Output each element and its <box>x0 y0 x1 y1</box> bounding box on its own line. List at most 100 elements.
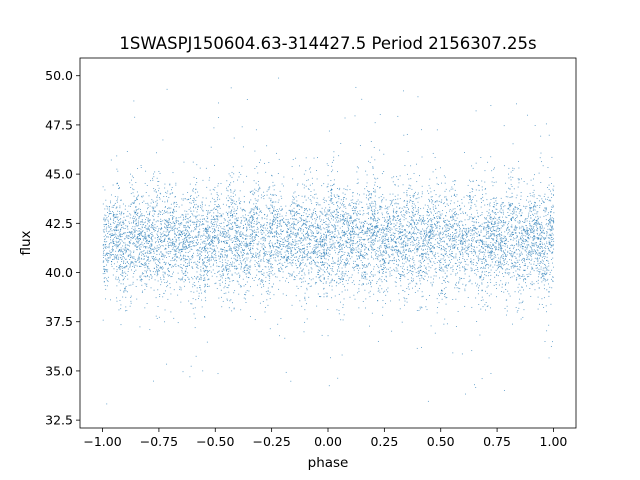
data-point <box>315 262 317 264</box>
data-point <box>503 243 505 244</box>
data-point <box>430 233 432 235</box>
data-point <box>271 286 273 288</box>
data-point <box>262 274 264 275</box>
data-point <box>339 281 341 283</box>
data-point <box>311 233 313 235</box>
data-point <box>515 226 517 228</box>
data-point <box>290 249 292 251</box>
data-point <box>295 244 297 246</box>
data-point <box>269 236 271 238</box>
data-point <box>373 268 375 270</box>
data-point <box>263 191 265 193</box>
data-point <box>133 272 135 274</box>
data-point <box>518 182 520 184</box>
data-point <box>106 252 108 254</box>
data-point <box>265 276 267 278</box>
data-point <box>358 213 360 214</box>
data-point <box>491 233 493 235</box>
data-point <box>246 269 248 271</box>
data-point <box>374 205 376 207</box>
data-point <box>512 143 514 145</box>
data-point <box>414 232 416 234</box>
data-point <box>223 256 225 258</box>
data-point <box>468 243 470 245</box>
data-point <box>394 246 396 248</box>
data-point <box>493 216 495 218</box>
data-point <box>222 256 224 258</box>
data-point <box>371 249 373 251</box>
data-point <box>516 217 518 218</box>
data-point <box>300 262 301 264</box>
data-point <box>288 281 289 283</box>
data-point <box>549 177 551 178</box>
data-point <box>497 254 499 256</box>
data-point <box>467 264 469 266</box>
data-point <box>257 181 259 182</box>
data-point <box>449 220 450 222</box>
data-point <box>472 239 474 241</box>
data-point <box>533 252 534 254</box>
data-point <box>385 239 387 241</box>
data-point <box>502 211 504 213</box>
data-point <box>495 208 497 210</box>
data-point <box>183 281 185 283</box>
data-point <box>245 266 247 268</box>
data-point <box>216 247 218 249</box>
data-point <box>503 240 505 242</box>
data-point <box>213 254 215 256</box>
data-point <box>536 211 538 213</box>
data-point <box>444 278 446 279</box>
data-point <box>411 228 412 230</box>
data-point <box>147 235 149 237</box>
data-point <box>357 234 359 236</box>
data-point <box>251 229 253 231</box>
data-point <box>127 232 129 233</box>
data-point <box>123 263 124 264</box>
data-point <box>172 211 174 213</box>
data-point <box>132 261 133 263</box>
data-point <box>166 363 168 365</box>
data-point <box>540 246 542 247</box>
data-point <box>320 258 322 260</box>
data-point <box>543 253 545 255</box>
data-point <box>254 266 256 267</box>
data-point <box>413 194 415 196</box>
data-point <box>165 248 167 250</box>
data-point <box>532 228 533 230</box>
data-point <box>370 244 372 246</box>
data-point <box>130 284 132 286</box>
data-point <box>307 237 309 239</box>
data-point <box>544 207 546 209</box>
data-point <box>481 282 483 284</box>
data-point <box>406 203 408 205</box>
data-point <box>552 194 554 196</box>
data-point <box>418 247 420 249</box>
data-point <box>181 241 183 243</box>
data-point <box>150 287 152 289</box>
data-point <box>176 260 178 262</box>
data-point <box>284 261 286 263</box>
data-point <box>434 216 435 218</box>
data-point <box>362 254 364 256</box>
data-point <box>167 235 169 237</box>
data-point <box>312 224 314 226</box>
data-point <box>249 217 251 219</box>
data-point <box>206 247 208 249</box>
data-point <box>260 226 262 228</box>
data-point <box>230 247 232 249</box>
data-point <box>403 240 405 242</box>
data-point <box>210 201 212 203</box>
data-point <box>381 268 383 270</box>
data-point <box>432 206 434 208</box>
data-point <box>541 236 543 238</box>
data-point <box>206 341 208 343</box>
data-point <box>106 241 108 243</box>
data-point <box>130 261 132 263</box>
data-point <box>533 261 535 263</box>
data-point <box>120 199 122 201</box>
data-point <box>123 228 125 230</box>
data-point <box>219 223 221 224</box>
data-point <box>312 212 314 214</box>
data-point <box>215 282 217 284</box>
data-point <box>453 245 455 247</box>
